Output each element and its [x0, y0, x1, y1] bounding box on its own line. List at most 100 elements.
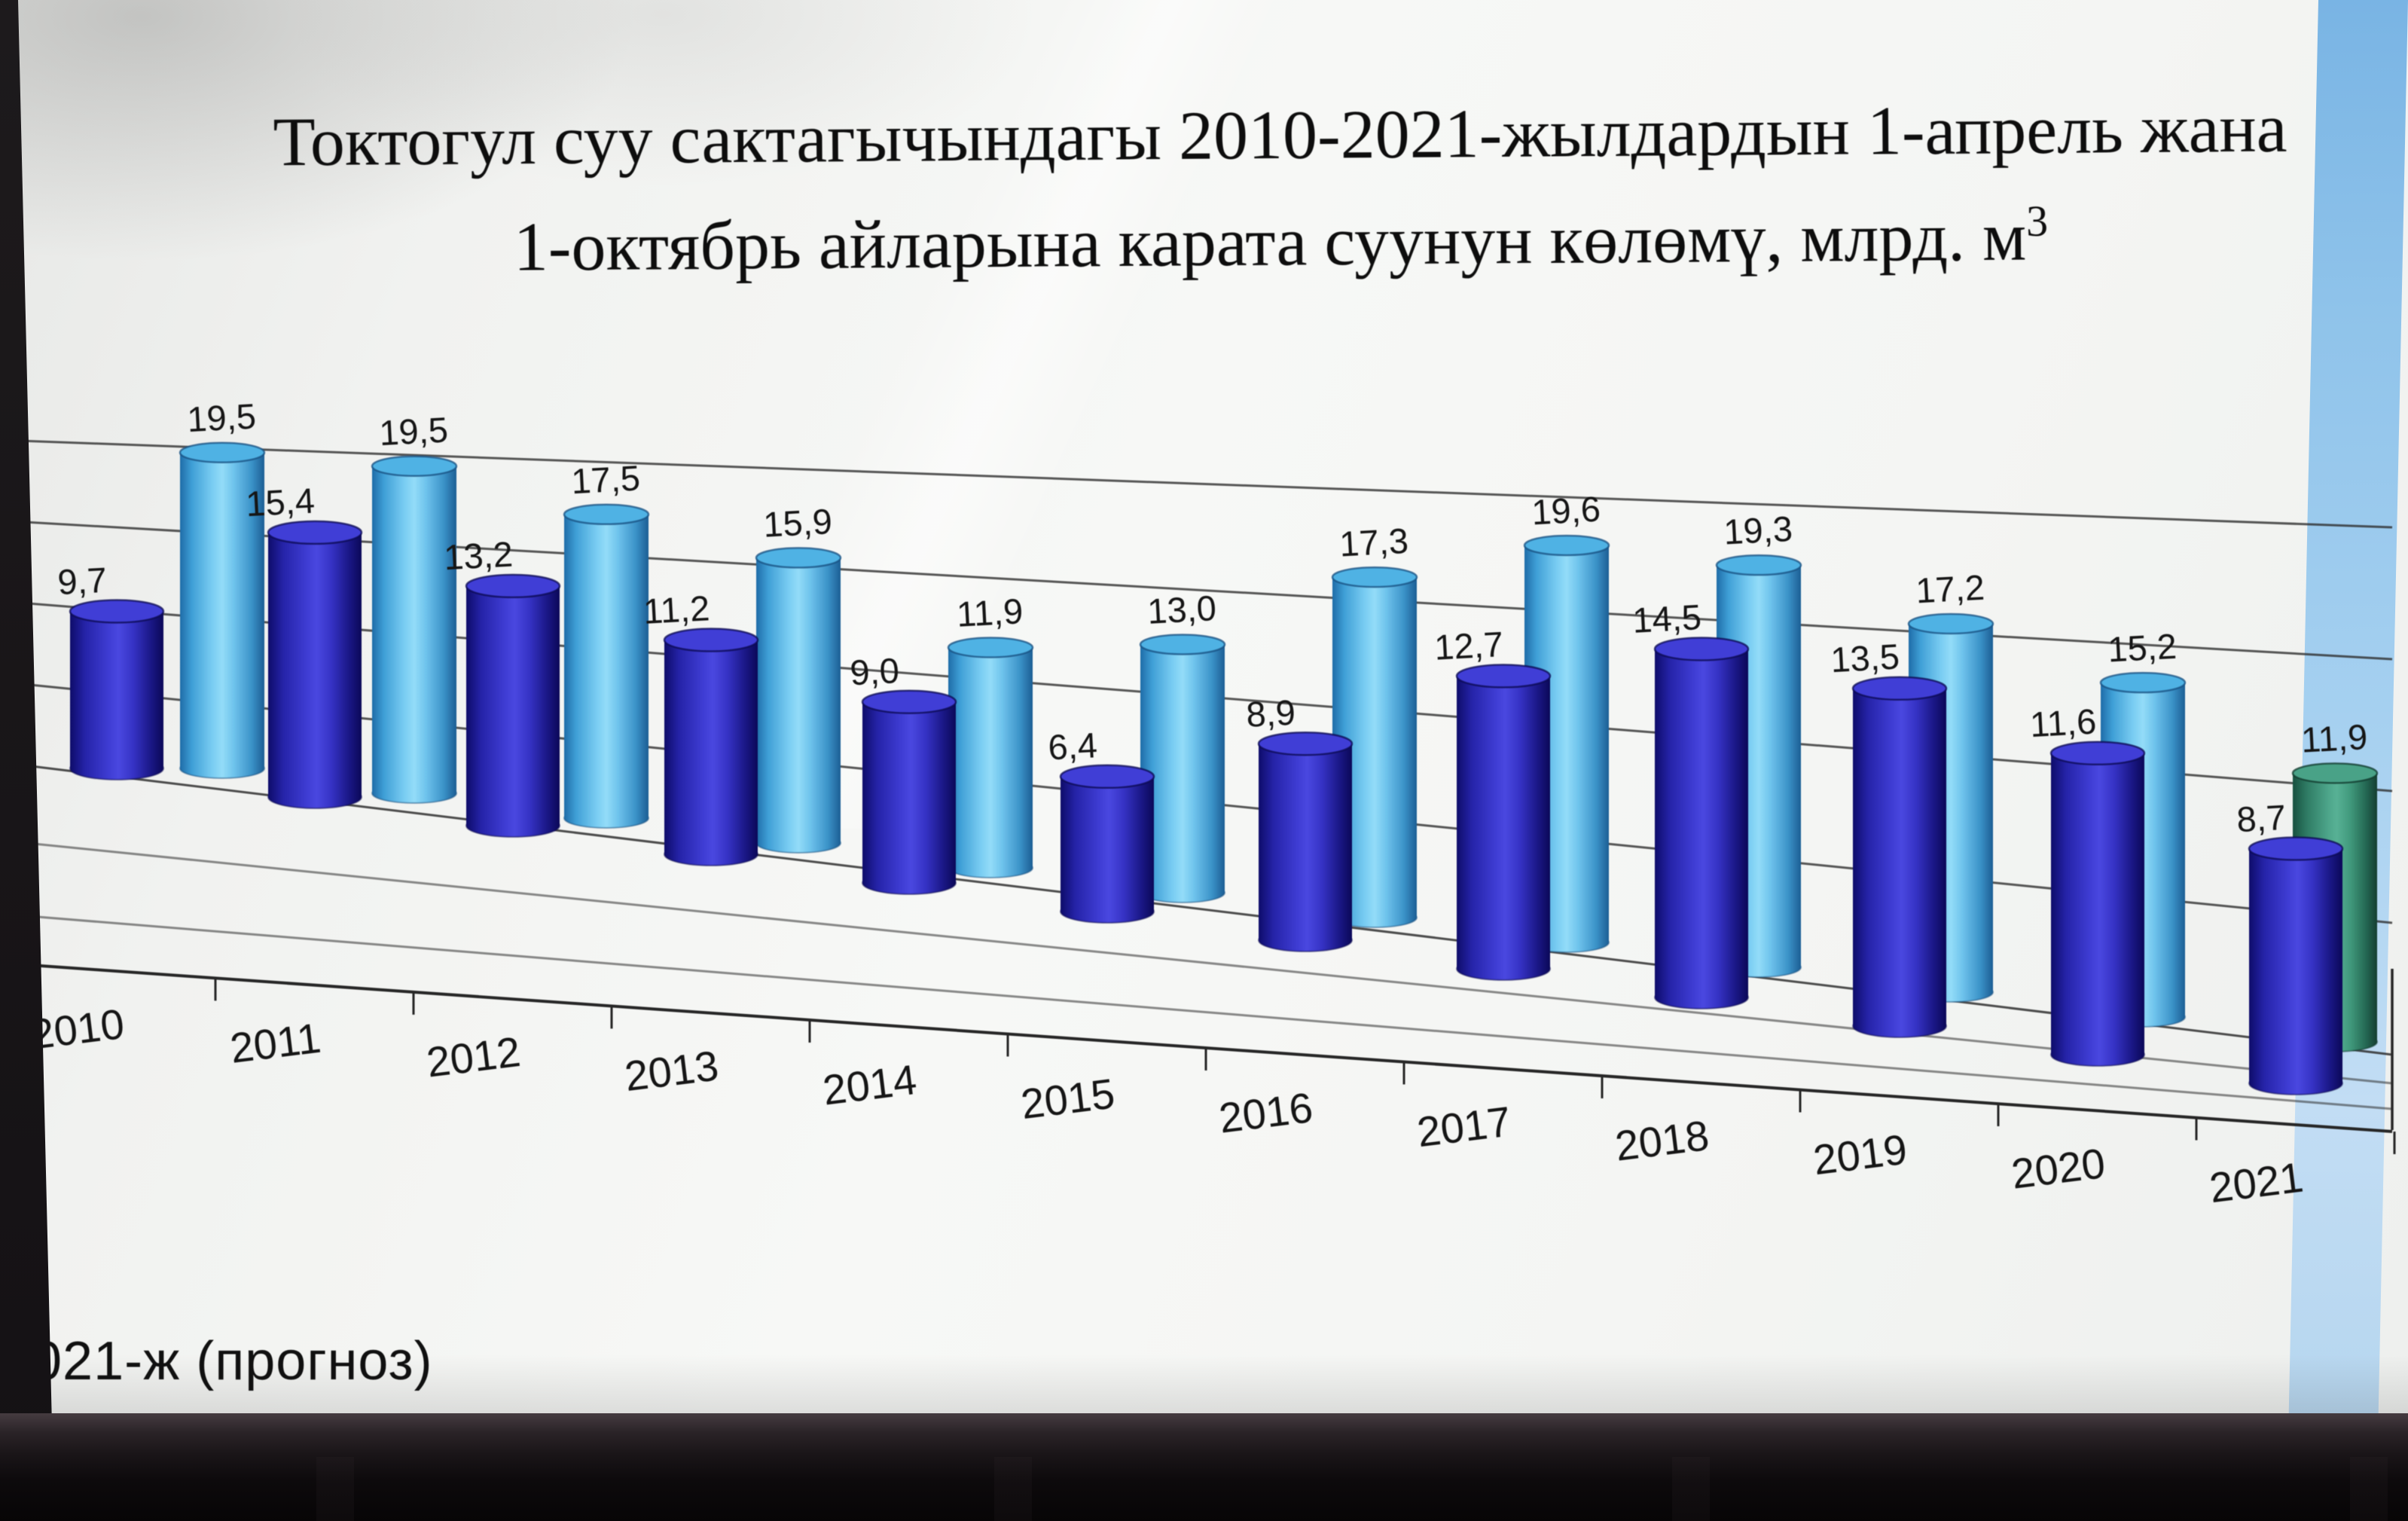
bar-october-2017-top	[1523, 534, 1610, 557]
year-label-2016: 2016	[1216, 1083, 1315, 1142]
bar-october-2014	[947, 637, 1034, 878]
bar-october-2011	[371, 455, 458, 804]
bar-april-2020-body	[2051, 753, 2144, 1055]
label-october-2019: 17,2	[1915, 567, 1985, 611]
label-april-2021: 8,7	[2236, 797, 2287, 839]
label-april-2015: 6,4	[1047, 725, 1098, 767]
monitor-bezel-bottom: LG	[0, 1413, 2408, 1521]
bar-april-2018-top	[1653, 637, 1750, 661]
label-october-2020: 15,2	[2107, 626, 2178, 670]
bar-october-2013-top	[755, 547, 842, 569]
bar-october-2013	[755, 547, 842, 854]
bar-april-2015-top	[1059, 764, 1155, 790]
bar-april-2021-body	[2249, 848, 2342, 1083]
desk-shadow	[0, 1457, 2408, 1521]
bar-april-2021	[2248, 836, 2344, 1095]
bar-april-2010-body	[70, 611, 163, 768]
bar-october-2011-body	[372, 466, 456, 793]
bar-october-2014-top	[947, 637, 1034, 658]
year-label-2019: 2019	[1811, 1125, 1909, 1184]
bar-october-2012-top	[563, 503, 650, 526]
label-april-2010: 9,7	[56, 560, 108, 602]
year-label-2012: 2012	[424, 1028, 523, 1086]
label-april-2014: 9,0	[849, 650, 900, 692]
year-label-2011: 2011	[227, 1014, 323, 1072]
label-april-2011: 15,4	[245, 481, 316, 524]
bar-april-2017-top	[1455, 664, 1552, 689]
bar-october-2013-body	[756, 557, 841, 843]
bar-april-2015-body	[1061, 776, 1154, 912]
bar-october-2015-top	[1139, 634, 1226, 655]
label-october-2021: 11,9	[2300, 716, 2369, 760]
bar-april-2014-top	[861, 689, 957, 714]
bar-october-2012	[563, 503, 650, 829]
bar-april-2017	[1455, 664, 1552, 981]
year-label-2017: 2017	[1415, 1098, 1513, 1156]
bar-april-2011-body	[268, 532, 362, 797]
bar-october-2010-top	[179, 441, 266, 463]
label-october-2018: 19,3	[1723, 509, 1793, 552]
bar-october-2010-body	[180, 452, 264, 768]
year-label-2020: 2020	[2009, 1139, 2107, 1198]
year-label-2015: 2015	[1018, 1070, 1117, 1129]
bar-october-2012-body	[564, 514, 649, 818]
gridline-20	[18, 439, 2393, 529]
bar-april-2019-body	[1853, 688, 1946, 1026]
bar-april-2021-top	[2248, 836, 2344, 861]
label-april-2018: 14,5	[1631, 597, 1702, 640]
bar-april-2016-body	[1259, 744, 1352, 940]
label-october-2011: 19,5	[378, 409, 449, 453]
bar-april-2010-top	[69, 599, 165, 624]
data-labels: 19,5 19,5 17,5 15,9 11,9 13,0 17,3 19,6 19,3 17,2…	[56, 396, 2368, 839]
floor-line-front	[18, 914, 2393, 1110]
bar-april-2014-body	[862, 701, 956, 883]
label-april-2013: 11,2	[642, 588, 711, 631]
bar-april-2015	[1059, 764, 1155, 924]
label-april-2016: 8,9	[1245, 692, 1296, 735]
bar-april-2010	[69, 599, 165, 780]
label-october-2012: 17,5	[570, 457, 641, 501]
gridline-0	[18, 763, 2393, 1056]
bar-april-2019-top	[1851, 676, 1948, 701]
year-label-2013: 2013	[622, 1041, 721, 1100]
floor-line-back	[18, 841, 2393, 1085]
bar-october-2011-top	[371, 455, 458, 477]
label-october-2010: 19,5	[186, 396, 257, 439]
label-october-2015: 13,0	[1146, 588, 1217, 631]
bar-october-2015-body	[1140, 644, 1225, 893]
bar-october-2020-top	[2099, 671, 2187, 694]
bar-october-2015	[1139, 634, 1226, 903]
bar-october-2018-top	[1715, 554, 1802, 576]
bar-april-2016	[1257, 731, 1354, 952]
legend-forecast-note: 021-ж (прогноз)	[32, 1331, 433, 1391]
bar-april-2012	[465, 573, 561, 838]
x-axis: 2010 2011 2012 2013 2014 2015 2016 2017 2018 2019…	[18, 963, 2396, 1211]
bar-april-2016-top	[1257, 731, 1354, 756]
bar-october-2014-body	[948, 647, 1033, 868]
year-label-2014: 2014	[820, 1055, 919, 1114]
bar-april-2012-top	[465, 573, 561, 599]
bar-april-2018	[1653, 637, 1750, 1009]
bar-april-2017-body	[1457, 676, 1550, 969]
bar-april-2013-top	[663, 628, 759, 652]
bar-april-2019	[1851, 676, 1948, 1038]
label-october-2017: 19,6	[1531, 489, 1601, 533]
label-april-2019: 13,5	[1830, 636, 1900, 680]
bar-october-2016-top	[1331, 566, 1418, 588]
label-april-2020: 11,6	[2029, 701, 2098, 745]
bar-april-2014	[861, 689, 957, 895]
bar-october-2010	[179, 441, 266, 779]
year-label-2010: 2010	[28, 1000, 127, 1058]
bar-april-2020-top	[2049, 741, 2146, 766]
bar-april-2012-body	[466, 585, 560, 826]
presentation-slide: Токтогул суу сактагычындагы 2010-2021-жы…	[0, 0, 2408, 1415]
bar-april-2020	[2049, 741, 2146, 1067]
year-label-2018: 2018	[1613, 1111, 1711, 1170]
label-october-2016: 17,3	[1338, 521, 1409, 564]
bar-april-2018-body	[1655, 649, 1748, 997]
bar-april-2011-top	[267, 520, 363, 545]
bar-october-2021-top	[2291, 762, 2379, 784]
label-april-2012: 13,2	[443, 534, 514, 578]
